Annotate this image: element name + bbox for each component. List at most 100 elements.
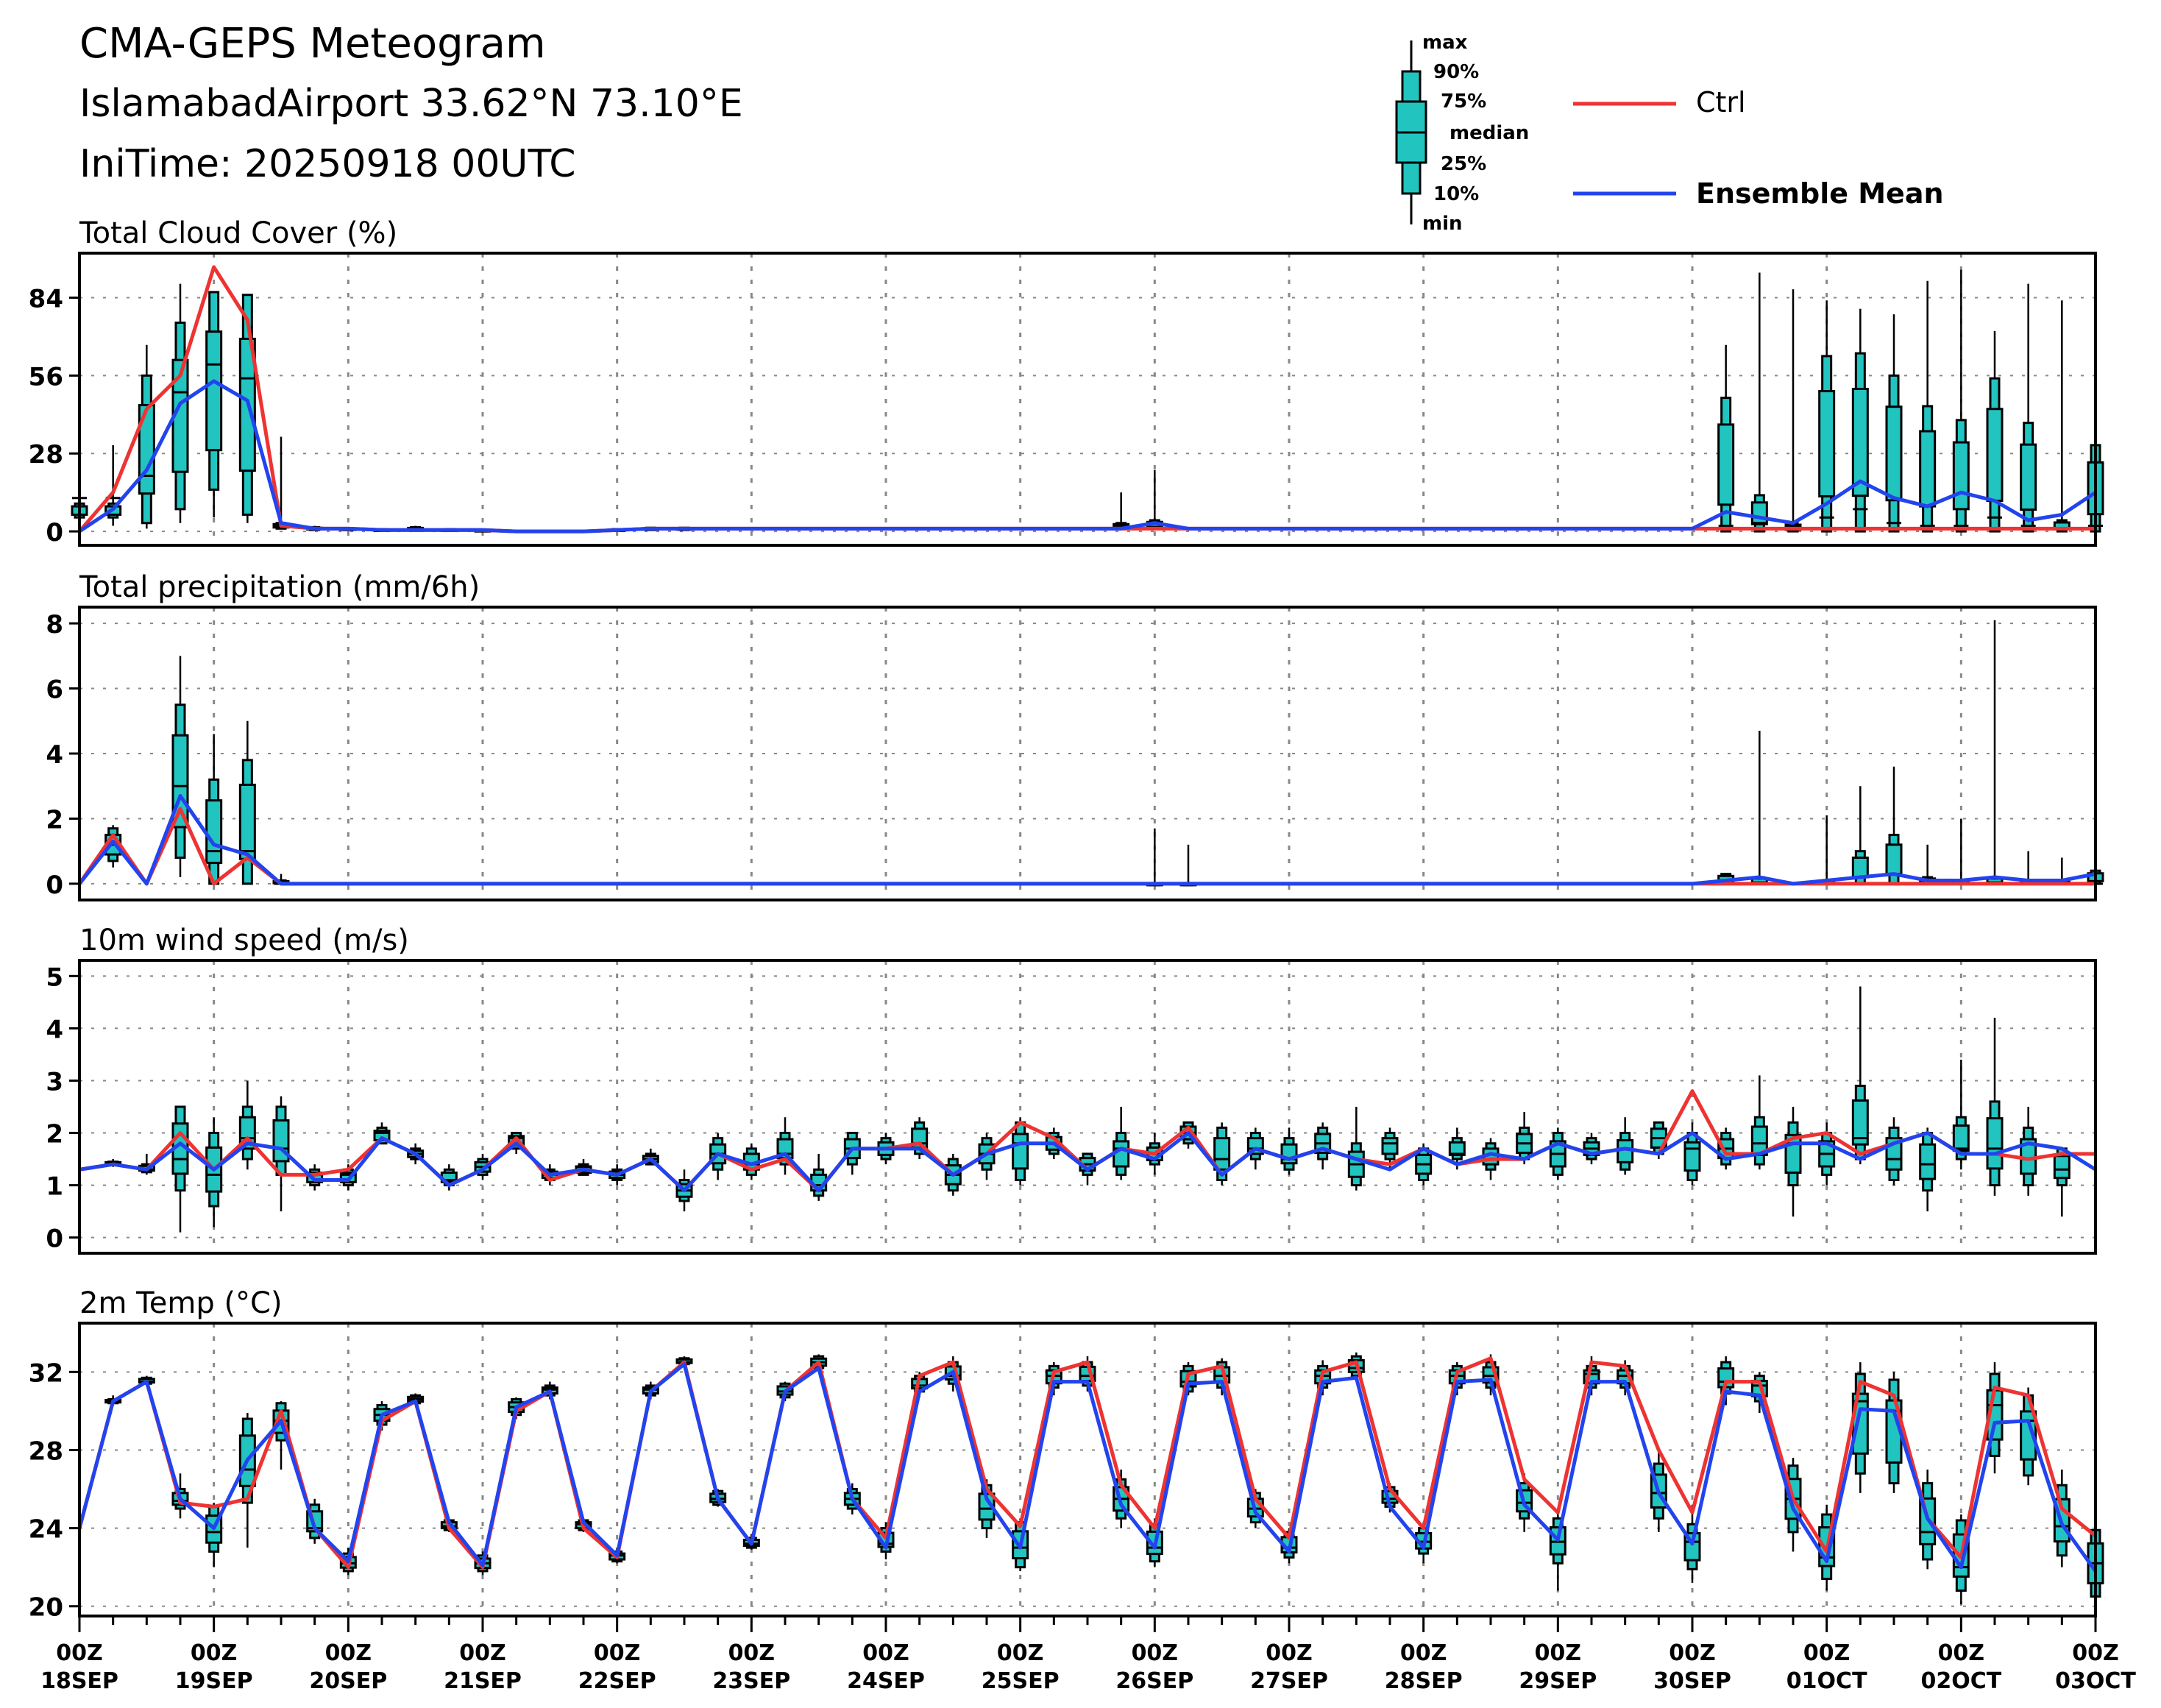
station-name: IslamabadAirport 33.62°N 73.10°E — [79, 82, 743, 126]
box-4 — [205, 1117, 223, 1227]
y-tick-label: 0 — [46, 1225, 63, 1254]
box-52 — [1818, 815, 1836, 885]
box-58 — [2020, 283, 2037, 533]
box-4 — [205, 1503, 223, 1567]
x-tick-label-date: 18SEP — [40, 1668, 118, 1694]
box-55 — [1919, 1127, 1937, 1212]
box-5 — [238, 1080, 256, 1170]
box-55 — [1919, 280, 1937, 533]
panel-title: 10m wind speed (m/s) — [79, 924, 409, 957]
y-tick-label: 0 — [46, 518, 63, 548]
x-tick-label-time: 00Z — [1132, 1640, 1179, 1666]
box-59 — [2053, 300, 2070, 533]
box-inner — [205, 330, 223, 452]
mean-line — [78, 379, 2097, 534]
box-4 — [205, 734, 223, 885]
box-22 — [810, 1153, 828, 1201]
panel-frame — [78, 959, 2097, 1255]
x-tick-label-time: 00Z — [1535, 1640, 1582, 1666]
box-28 — [1012, 1117, 1029, 1186]
box-inner — [1818, 390, 1836, 497]
box-inner — [1952, 1124, 1970, 1152]
y-tick-label: 0 — [46, 871, 63, 900]
y-tick-label: 2 — [46, 1120, 63, 1149]
box-inner — [1986, 1117, 2004, 1170]
box-31 — [1113, 492, 1130, 530]
x-tick-label-time: 00Z — [862, 1640, 909, 1666]
box-11 — [440, 1164, 458, 1191]
ctrl-legend-label: Ctrl — [1696, 86, 1746, 118]
box-inner — [1851, 857, 1869, 879]
x-tick-label-date: 24SEP — [847, 1668, 925, 1694]
box-inner — [1986, 408, 2004, 503]
panel-title: Total Cloud Cover (%) — [79, 216, 397, 250]
legend: Ctrl Ensemble Mean — [1573, 86, 1944, 210]
y-tick-label: 8 — [46, 610, 63, 639]
box-inner — [1952, 441, 1970, 511]
box-inner — [1851, 388, 1869, 497]
box-57 — [1986, 620, 2004, 885]
x-tick-label-time: 00Z — [1803, 1640, 1850, 1666]
y-tick-label: 56 — [29, 362, 63, 391]
box-4 — [205, 291, 223, 518]
box-inner — [1885, 405, 1903, 502]
y-tick-label: 28 — [29, 1436, 63, 1466]
panel-2: 10m wind speed (m/s) 0 1 2 3 4 5 — [46, 924, 2097, 1255]
box-inner — [138, 403, 155, 495]
box-46 — [1617, 1117, 1634, 1175]
box-59 — [2053, 1147, 2070, 1217]
x-tick-label-date: 29SEP — [1519, 1668, 1597, 1694]
box-48 — [1683, 1122, 1701, 1186]
box-key-legend: max 90% 75% median 25% 10% min — [1395, 32, 1529, 235]
box-58 — [2020, 1107, 2037, 1196]
box-50 — [1750, 272, 1768, 533]
mean-legend-label: Ensemble Mean — [1696, 177, 1944, 210]
y-tick-label: 4 — [46, 1015, 63, 1044]
box-3 — [171, 1105, 189, 1233]
box-inner — [1750, 501, 1768, 525]
x-tick-label-date: 03OCT — [2055, 1668, 2136, 1694]
box-inner — [1919, 1143, 1937, 1180]
x-tick-label-time: 00Z — [1669, 1640, 1716, 1666]
panel-title: 2m Temp (°C) — [79, 1286, 283, 1320]
panel-frame — [78, 606, 2097, 901]
box-54 — [1885, 314, 1903, 533]
key-label: min — [1422, 213, 1463, 235]
key-label: 25% — [1441, 153, 1486, 175]
box-inner — [238, 783, 256, 860]
box-inner — [2020, 443, 2037, 511]
box-inner — [1012, 1133, 1029, 1170]
y-tick-label: 1 — [46, 1172, 63, 1202]
box-56 — [1952, 818, 1970, 885]
box-36 — [1280, 1127, 1298, 1175]
x-tick-label-time: 00Z — [1938, 1640, 1985, 1666]
box-inner — [1213, 1137, 1231, 1171]
box-inner — [1381, 1137, 1399, 1155]
y-tick-label: 6 — [46, 676, 63, 705]
box-31 — [1113, 1107, 1130, 1180]
box-51 — [1784, 1107, 1802, 1217]
y-tick-label: 84 — [29, 284, 63, 313]
ctrl-line — [77, 807, 2096, 886]
box-inner — [1683, 1141, 1701, 1172]
box-inner — [205, 799, 223, 865]
x-tick-label-date: 01OCT — [1786, 1668, 1867, 1694]
y-tick-label: 5 — [46, 963, 63, 992]
mean-line — [79, 1131, 2097, 1193]
y-tick-label: 20 — [29, 1593, 63, 1623]
box-44 — [1549, 1127, 1566, 1180]
key-label: 10% — [1433, 183, 1479, 205]
panel-frame — [78, 252, 2097, 547]
x-tick-label-time: 00Z — [325, 1640, 372, 1666]
box-32 — [1146, 828, 1163, 887]
key-label: 75% — [1441, 91, 1486, 113]
box-inner — [1717, 423, 1735, 506]
panel-title: Total precipitation (mm/6h) — [79, 570, 480, 604]
box-43 — [1516, 1112, 1533, 1165]
x-tick-label-time: 00Z — [191, 1640, 238, 1666]
x-tick-label-time: 00Z — [56, 1640, 103, 1666]
box-37 — [1314, 1122, 1332, 1170]
box-51 — [1784, 289, 1802, 533]
